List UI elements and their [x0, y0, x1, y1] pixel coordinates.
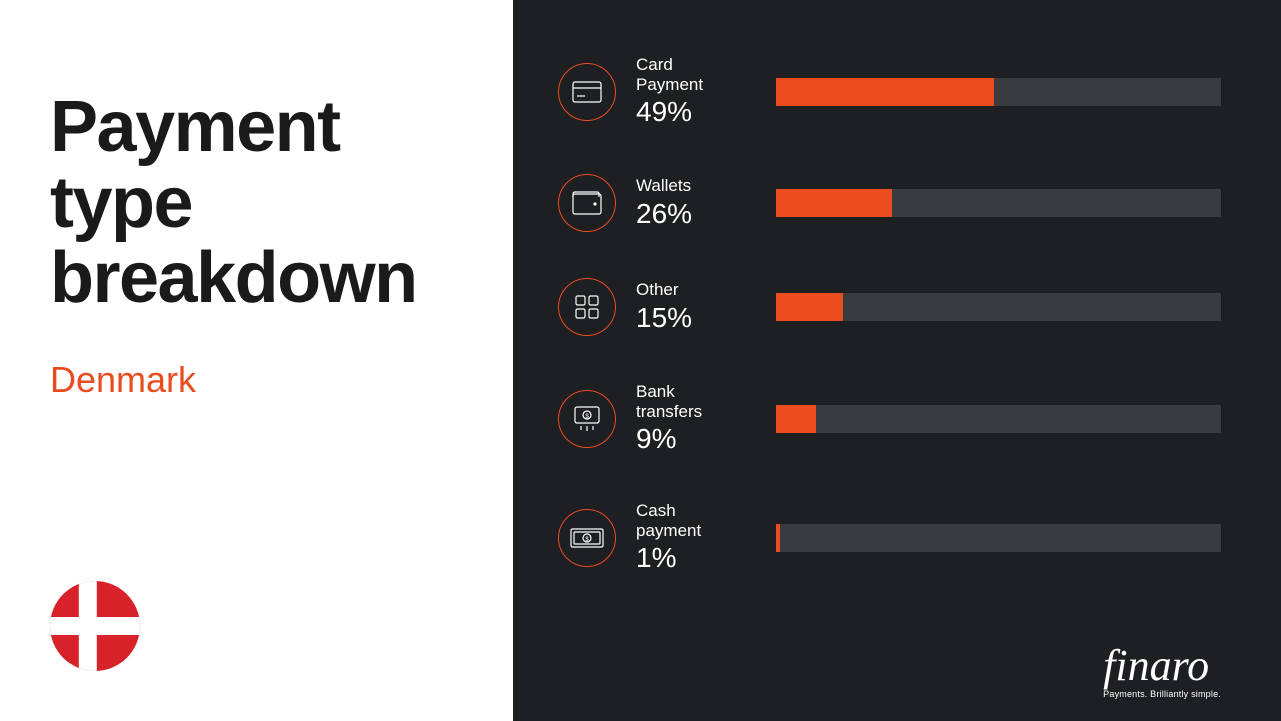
left-panel: Payment type breakdown Denmark: [0, 0, 513, 721]
other-icon: [558, 278, 616, 336]
row-percent: 26%: [636, 198, 756, 230]
brand-block: finaro Payments. Brilliantly simple.: [1103, 646, 1221, 699]
country-label: Denmark: [50, 359, 463, 401]
chart-row: Other15%: [558, 278, 1221, 336]
bank-icon: $: [558, 390, 616, 448]
chart-row: Wallets26%: [558, 174, 1221, 232]
bar-fill: [776, 78, 994, 106]
denmark-flag-icon: [50, 581, 140, 671]
row-label-block: CardPayment49%: [636, 55, 756, 128]
card-icon: [558, 63, 616, 121]
row-label-block: Wallets26%: [636, 176, 756, 230]
row-percent: 49%: [636, 96, 756, 128]
row-label: Wallets: [636, 176, 756, 196]
bar-track: [776, 524, 1221, 552]
bar-track: [776, 78, 1221, 106]
title-line: type: [50, 163, 192, 243]
row-label-block: Banktransfers9%: [636, 382, 756, 455]
row-label: Banktransfers: [636, 382, 756, 421]
bar-fill: [776, 524, 780, 552]
row-percent: 9%: [636, 423, 756, 455]
bar-chart: CardPayment49% Wallets26% Other15% $ Banktra…: [558, 55, 1221, 574]
page-title: Payment type breakdown: [50, 90, 463, 317]
right-panel: CardPayment49% Wallets26% Other15% $ Banktra…: [513, 0, 1281, 721]
row-label-block: Other15%: [636, 280, 756, 334]
row-label: CardPayment: [636, 55, 756, 94]
title-line: breakdown: [50, 238, 417, 318]
chart-row: $ Cashpayment1%: [558, 501, 1221, 574]
wallet-icon: [558, 174, 616, 232]
bar-track: [776, 405, 1221, 433]
chart-row: $ Banktransfers9%: [558, 382, 1221, 455]
title-line: Payment: [50, 87, 340, 167]
bar-track: [776, 293, 1221, 321]
bar-track: [776, 189, 1221, 217]
bar-fill: [776, 189, 892, 217]
bar-fill: [776, 293, 843, 321]
brand-name: finaro: [1103, 646, 1221, 686]
row-label: Cashpayment: [636, 501, 756, 540]
row-label: Other: [636, 280, 756, 300]
row-label-block: Cashpayment1%: [636, 501, 756, 574]
brand-tagline: Payments. Brilliantly simple.: [1103, 689, 1221, 699]
row-percent: 1%: [636, 542, 756, 574]
cash-icon: $: [558, 509, 616, 567]
bar-fill: [776, 405, 816, 433]
row-percent: 15%: [636, 302, 756, 334]
chart-row: CardPayment49%: [558, 55, 1221, 128]
